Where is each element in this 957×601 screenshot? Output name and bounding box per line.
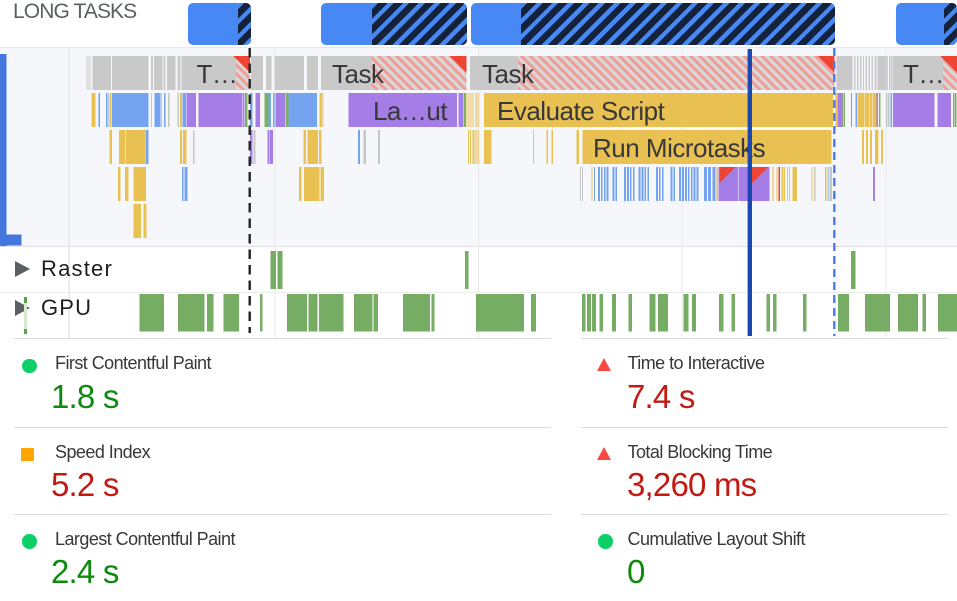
svg-text:T…: T…: [197, 59, 238, 89]
svg-text:La…ut: La…ut: [373, 96, 448, 126]
svg-text:Run Microtasks: Run Microtasks: [593, 133, 766, 163]
svg-text:Evaluate Script: Evaluate Script: [497, 96, 666, 126]
svg-text:Task: Task: [482, 59, 535, 89]
svg-text:T…: T…: [903, 59, 944, 89]
svg-text:Task: Task: [332, 59, 385, 89]
